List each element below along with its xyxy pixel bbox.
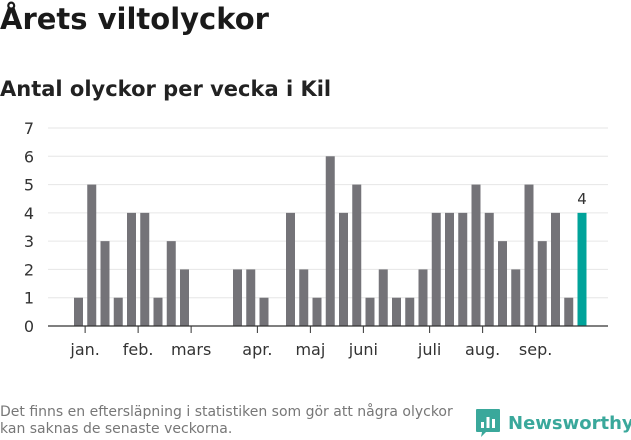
- bar: [100, 241, 110, 326]
- y-tick-label: 5: [24, 176, 34, 195]
- brand-logo[interactable]: Newsworthy: [475, 406, 631, 440]
- y-tick-label: 6: [24, 147, 34, 166]
- bar: [484, 212, 494, 326]
- bar: [153, 297, 163, 326]
- footnote: Det finns en eftersläpning i statistiken…: [0, 404, 453, 437]
- y-tick-label: 0: [24, 317, 34, 336]
- bar: [445, 212, 454, 326]
- bar: [405, 297, 415, 326]
- bar: [87, 184, 97, 326]
- y-tick-label: 1: [24, 289, 34, 308]
- bar: [166, 241, 176, 326]
- bar: [74, 297, 83, 326]
- bar: [352, 184, 362, 326]
- bar: [339, 212, 348, 326]
- newsworthy-logo-icon: [476, 409, 500, 437]
- x-tick-label: jan.: [69, 340, 99, 359]
- y-tick-label: 3: [24, 232, 34, 251]
- x-tick-label: juli: [417, 340, 441, 359]
- bar: [564, 297, 574, 326]
- bar: [537, 241, 547, 326]
- bar: [325, 156, 335, 326]
- chart-title: Årets viltolyckor: [0, 2, 269, 36]
- bar: [259, 297, 269, 326]
- brand-name: Newsworthy: [508, 412, 631, 434]
- bar: [127, 212, 136, 326]
- chart-subtitle: Antal olyckor per vecka i Kil: [0, 77, 332, 101]
- x-tick-label: maj: [295, 340, 325, 359]
- highlight-bar: [577, 212, 587, 326]
- bar: [378, 269, 388, 326]
- bar: [471, 184, 481, 326]
- bar: [498, 241, 507, 326]
- bar: [312, 297, 322, 326]
- bar: [233, 269, 242, 326]
- bar: [365, 297, 375, 326]
- x-tick-label: juni: [348, 340, 378, 359]
- bar: [458, 212, 468, 326]
- y-tick-label: 7: [24, 119, 34, 138]
- x-tick-label: mars: [171, 340, 211, 359]
- bar: [392, 297, 401, 326]
- bar: [180, 269, 189, 326]
- bar: [113, 297, 123, 326]
- x-tick-label: feb.: [123, 340, 154, 359]
- bar: [418, 269, 428, 326]
- data-label: 4: [577, 190, 587, 208]
- bar: [551, 212, 560, 326]
- bar: [431, 212, 441, 326]
- bar: [246, 269, 256, 326]
- bar: [511, 269, 521, 326]
- y-tick-label: 2: [24, 260, 34, 279]
- y-tick-label: 4: [24, 204, 34, 223]
- x-tick-label: sep.: [519, 340, 552, 359]
- bar-chart: 0 1 2 3 4 5 6 7 jan. feb. mars apr. maj juni juli aug. s…: [24, 119, 608, 359]
- bar: [524, 184, 534, 326]
- x-tick-label: apr.: [242, 340, 272, 359]
- bar: [299, 269, 309, 326]
- x-tick-label: aug.: [465, 340, 500, 359]
- bar: [286, 212, 295, 326]
- bar: [140, 212, 150, 326]
